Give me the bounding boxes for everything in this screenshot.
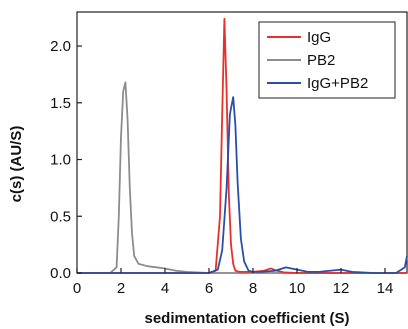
x-tick-label: 2 <box>117 280 125 297</box>
x-tick-label: 4 <box>161 280 169 297</box>
legend-label-igg: IgG <box>307 29 331 46</box>
x-tick-label: 10 <box>289 280 306 297</box>
x-tick-label: 0 <box>73 280 81 297</box>
legend-label-pb2: PB2 <box>307 52 335 69</box>
y-tick-label: 2.0 <box>50 38 71 55</box>
y-tick-label: 0.5 <box>50 208 71 225</box>
series-line-igg-pb2 <box>77 97 407 273</box>
x-tick-label: 14 <box>377 280 394 297</box>
y-tick-label: 1.5 <box>50 95 71 112</box>
x-tick-label: 12 <box>333 280 350 297</box>
x-axis-label: sedimentation coefficient (S) <box>144 310 349 327</box>
legend: IgG PB2 IgG+PB2 <box>259 22 395 98</box>
x-tick-label: 8 <box>249 280 257 297</box>
legend-label-igg-pb2: IgG+PB2 <box>307 75 368 92</box>
y-axis-label: c(s) (AU/S) <box>8 126 25 203</box>
x-tick-label: 6 <box>205 280 213 297</box>
y-tick-label: 1.0 <box>50 152 71 169</box>
y-tick-label: 0.0 <box>50 265 71 282</box>
